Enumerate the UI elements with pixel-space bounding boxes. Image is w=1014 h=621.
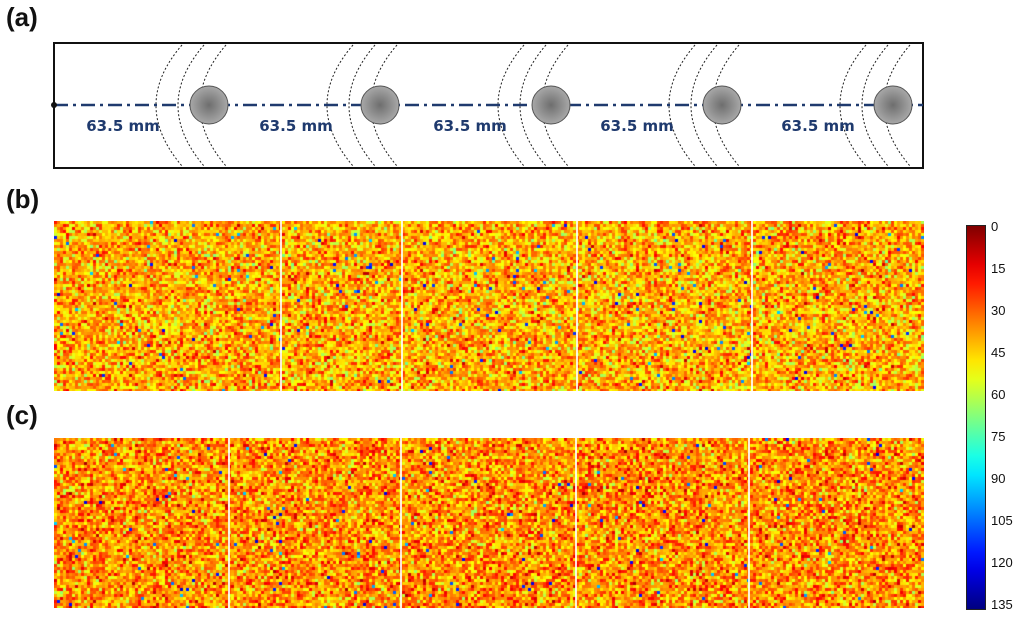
panel-label-b: (b) <box>6 184 40 214</box>
colorbar-tick-label: 30 <box>991 303 1006 318</box>
map-c-seam <box>748 438 750 608</box>
indent-circle <box>702 85 742 125</box>
wavefront-arc <box>177 44 205 167</box>
wavefront-arc <box>326 44 354 167</box>
wavefront-arc <box>155 44 183 167</box>
wavefront-arc <box>370 44 398 167</box>
wavefront-arc <box>839 44 867 167</box>
indent-circle <box>189 85 229 125</box>
map-b-seam <box>401 221 403 391</box>
indent-circles <box>189 85 913 125</box>
colorbar-tick-label: 135 <box>991 597 1013 612</box>
indent-circle <box>360 85 400 125</box>
wavefront-arc <box>861 44 889 167</box>
wavefront-arcs <box>155 44 911 167</box>
colorbar-tick-label: 15 <box>991 261 1006 276</box>
wavefront-arc <box>712 44 740 167</box>
indent-circle <box>531 85 571 125</box>
indent-circle <box>873 85 913 125</box>
colorbar-tick-label: 0 <box>991 219 999 234</box>
colorbar-tick-label: 45 <box>991 345 1006 360</box>
map-b-seam <box>751 221 753 391</box>
colorbar-tick-label: 105 <box>991 513 1013 528</box>
colorbar-tick-label: 60 <box>991 387 1006 402</box>
spacing-labels: 63.5 mm 63.5 mm 63.5 mm 63.5 mm 63.5 mm <box>86 117 855 135</box>
spacing-label: 63.5 mm <box>86 117 160 135</box>
wavefront-arc <box>199 44 227 167</box>
wavefront-arc <box>348 44 376 167</box>
hardness-map-b <box>54 221 924 391</box>
spacing-label: 63.5 mm <box>259 117 333 135</box>
schematic-diagram: 63.5 mm 63.5 mm 63.5 mm 63.5 mm 63.5 mm <box>51 42 924 169</box>
wavefront-arc <box>883 44 911 167</box>
colorbar-tick-label: 90 <box>991 471 1006 486</box>
map-c-seam <box>575 438 577 608</box>
wavefront-arc <box>668 44 696 167</box>
colorbar-tick-label: 75 <box>991 429 1006 444</box>
wavefront-arc <box>497 44 525 167</box>
map-b-canvas <box>54 221 924 391</box>
map-b-seam <box>576 221 578 391</box>
colorbar-tick-label: 120 <box>991 555 1013 570</box>
map-b-seam <box>280 221 282 391</box>
hardness-map-c <box>54 438 924 608</box>
colorbar <box>966 225 986 610</box>
map-c-seam <box>400 438 402 608</box>
wavefront-arc <box>519 44 547 167</box>
map-c-canvas <box>54 438 924 608</box>
spacing-label: 63.5 mm <box>781 117 855 135</box>
map-c-seam <box>228 438 230 608</box>
spacing-label: 63.5 mm <box>600 117 674 135</box>
panel-label-c: (c) <box>6 400 38 430</box>
spacing-label: 63.5 mm <box>433 117 507 135</box>
origin-dot <box>51 102 57 108</box>
panel-label-a: (a) <box>6 2 38 32</box>
wavefront-arc <box>690 44 718 167</box>
wavefront-arc <box>541 44 569 167</box>
